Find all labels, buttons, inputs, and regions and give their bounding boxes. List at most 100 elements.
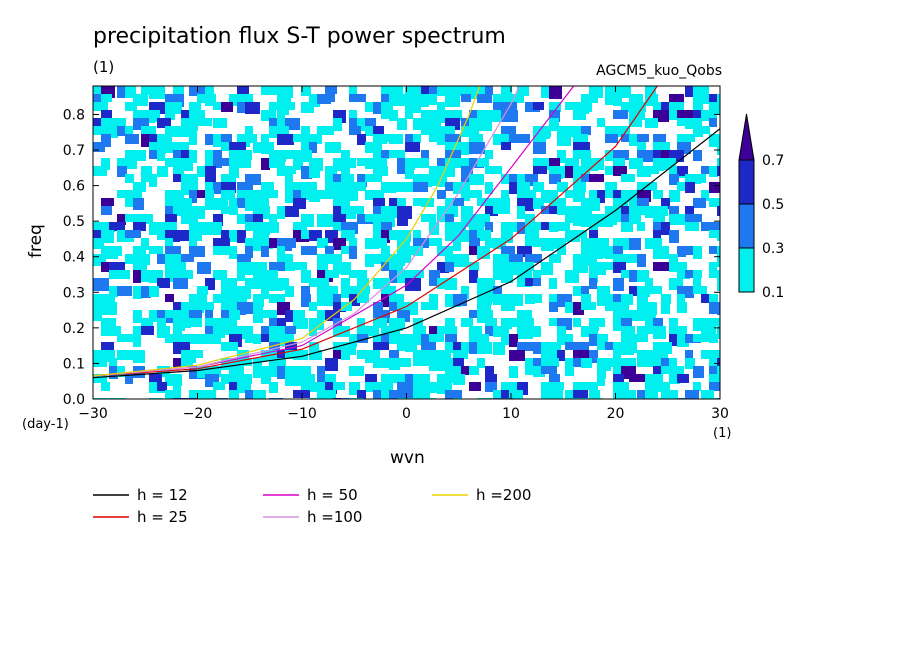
heat-cell <box>261 158 270 170</box>
heat-cell <box>629 310 638 321</box>
heat-cell <box>517 246 532 257</box>
heat-cell <box>157 254 169 264</box>
heat-cell <box>637 350 652 359</box>
heat-cell <box>205 318 220 328</box>
heat-cell <box>237 94 247 102</box>
heat-cell <box>237 190 246 200</box>
heat-cell <box>413 94 426 105</box>
heat-cell <box>709 118 717 127</box>
heat-cell <box>709 294 718 302</box>
heat-cell <box>101 350 115 360</box>
heat-cell <box>173 390 181 399</box>
heat-cell <box>565 158 579 169</box>
heat-cell <box>397 390 413 399</box>
curve-series-5 <box>93 86 481 377</box>
heat-cell <box>493 326 509 337</box>
heat-cell <box>509 134 520 143</box>
legend-label: h =200 <box>476 486 531 504</box>
heat-cell <box>173 230 190 241</box>
heat-cell <box>277 94 291 105</box>
heat-cell <box>509 254 523 263</box>
heat-cell <box>509 350 525 361</box>
heat-cell <box>405 102 421 113</box>
heat-cell <box>605 190 620 198</box>
heat-cell <box>261 198 269 206</box>
heat-cell <box>525 102 540 112</box>
heat-cell <box>397 246 414 255</box>
heat-cell <box>445 86 459 95</box>
heat-cell <box>325 190 341 199</box>
heat-cell <box>189 134 197 145</box>
heat-cell <box>501 294 512 306</box>
y-tick-label: 0.0 <box>63 392 85 408</box>
heat-cell <box>261 110 276 121</box>
heat-cell <box>525 238 538 246</box>
heat-cell <box>93 230 101 239</box>
heat-cell <box>637 254 646 267</box>
heat-cell <box>189 334 205 344</box>
heat-cell <box>357 318 365 326</box>
heat-cell <box>709 382 720 391</box>
heat-cell <box>717 222 720 235</box>
heat-cell <box>421 334 436 343</box>
heat-cell <box>573 166 590 177</box>
heat-cell <box>173 142 183 154</box>
heat-cell <box>181 270 193 279</box>
heat-cell <box>93 374 107 383</box>
heat-cell <box>645 182 657 191</box>
heat-cell <box>525 214 535 224</box>
heat-cell <box>573 262 588 273</box>
heat-cell <box>445 134 461 144</box>
heat-cell <box>349 238 357 250</box>
heat-cell <box>661 198 670 209</box>
heat-cell <box>269 158 285 168</box>
heat-cell <box>157 278 170 288</box>
heat-cell <box>397 166 408 174</box>
heat-cell <box>717 230 720 241</box>
heat-cell <box>437 214 449 222</box>
heat-cell <box>389 230 400 240</box>
heat-cell <box>517 342 533 351</box>
heat-cell <box>445 254 456 263</box>
heat-cell <box>581 94 598 103</box>
curve-series-1 <box>93 128 720 379</box>
heat-cell <box>621 294 633 305</box>
heat-cell <box>685 214 702 222</box>
heat-cell <box>709 134 720 147</box>
heat-cell <box>269 318 279 327</box>
heat-cell <box>637 286 650 297</box>
heat-cell <box>325 286 338 297</box>
heat-cell <box>717 278 720 291</box>
heat-cell <box>605 182 617 193</box>
heat-cell <box>389 150 398 158</box>
heat-cell <box>637 358 653 367</box>
heat-cell <box>621 86 631 98</box>
heat-cell <box>565 190 573 198</box>
heat-cell <box>349 246 357 259</box>
heat-cell <box>117 126 126 136</box>
heat-cell <box>405 182 415 192</box>
heat-cell <box>437 86 451 96</box>
heat-cell <box>189 246 205 257</box>
heat-cell <box>269 222 279 233</box>
heat-cell <box>485 222 493 232</box>
heat-cell <box>437 206 445 219</box>
heat-cell <box>709 350 720 363</box>
heat-cell <box>445 326 457 337</box>
heat-cell <box>493 102 501 113</box>
heat-cell <box>293 318 308 329</box>
heat-cell <box>405 158 415 170</box>
heat-cell <box>269 214 277 227</box>
heat-cell <box>717 358 720 366</box>
heat-cell <box>389 334 404 344</box>
heat-cell <box>413 358 430 366</box>
heat-cell <box>693 118 702 129</box>
heat-cell <box>485 150 493 159</box>
heat-cell <box>189 350 203 358</box>
heat-cell <box>629 398 643 399</box>
heat-cell <box>237 198 247 208</box>
heat-cell <box>141 254 150 265</box>
heat-cell <box>157 318 166 329</box>
heat-cell <box>133 150 146 161</box>
colorbar-segment <box>738 203 755 249</box>
